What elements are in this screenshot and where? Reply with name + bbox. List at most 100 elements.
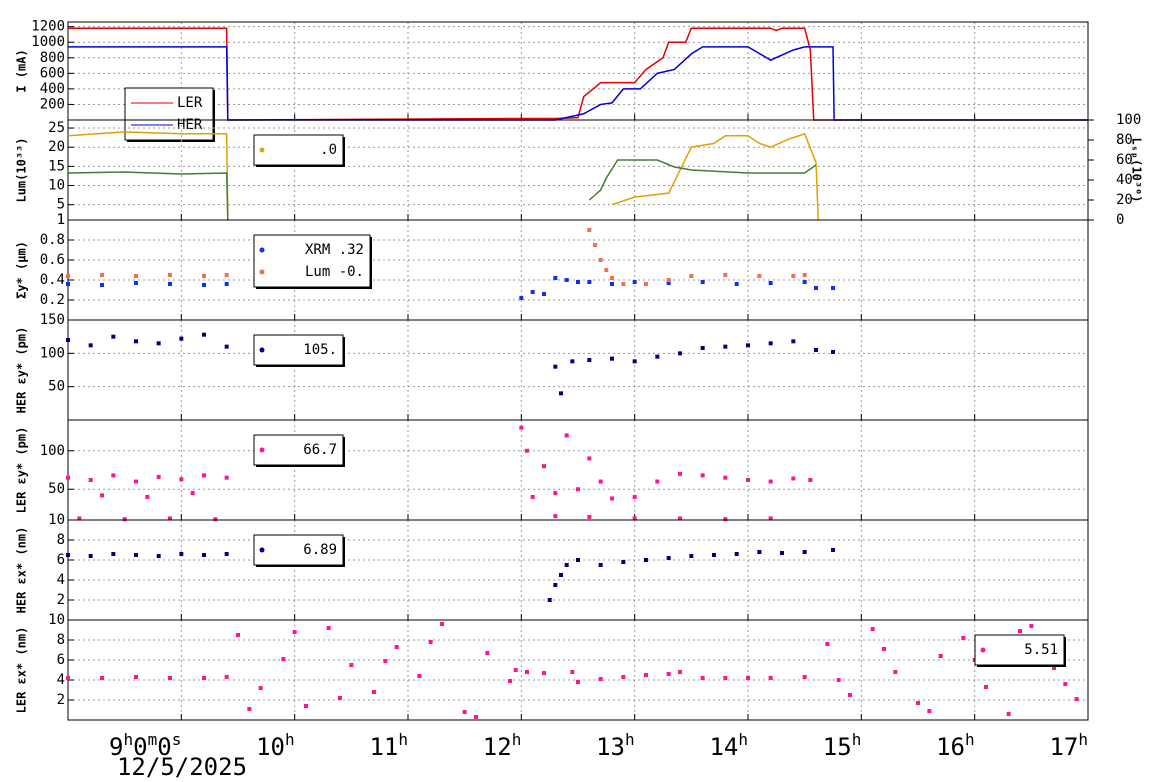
series-line [67, 159, 817, 221]
x-tick-label: 14h [709, 730, 748, 762]
data-point [224, 282, 229, 286]
data-point [134, 479, 138, 484]
data-point [66, 475, 70, 480]
data-point [156, 474, 161, 479]
legend-box [253, 334, 344, 366]
y-tick-label: 6 [57, 552, 65, 568]
data-point [848, 693, 852, 697]
data-point [576, 487, 580, 492]
x-tick-label: 11h [369, 730, 408, 762]
y2-tick-label: 80 [1116, 132, 1133, 148]
data-point [224, 344, 229, 349]
data-point [961, 636, 966, 640]
data-point [564, 278, 569, 282]
data-point [831, 286, 835, 290]
data-point [632, 280, 637, 284]
data-point [440, 622, 444, 626]
panel-frame [67, 319, 1089, 421]
panel-frame [67, 219, 1089, 321]
data-point [88, 478, 93, 482]
data-point [236, 633, 240, 637]
data-point [621, 282, 626, 286]
data-point [179, 477, 184, 482]
y2-tick-label: 0 [1116, 212, 1124, 228]
data-point [372, 690, 376, 694]
data-point [768, 516, 773, 521]
y-tick-label: 50 [48, 481, 65, 497]
legend-swatch [980, 647, 986, 653]
data-point [576, 280, 580, 284]
x-tick-label: 17h [1049, 730, 1088, 762]
y-tick-label: 5 [57, 197, 65, 213]
data-point [88, 343, 93, 348]
data-point [134, 675, 138, 679]
data-point [168, 516, 172, 521]
data-point [553, 491, 558, 496]
panel-frame [67, 619, 1089, 721]
data-point [66, 553, 70, 557]
data-point [462, 710, 467, 714]
y-tick-label: 1 [57, 212, 65, 228]
data-point [134, 553, 138, 557]
data-point [168, 676, 172, 680]
x-tick-label: 12h [483, 730, 522, 762]
x-tick-label: 10h [256, 730, 295, 762]
data-point [610, 356, 614, 361]
data-point [938, 654, 943, 658]
data-point [723, 273, 728, 277]
y-tick-label: 25 [48, 120, 65, 136]
data-point [723, 676, 728, 680]
data-point [644, 558, 648, 562]
data-point [1052, 666, 1056, 670]
data-point [417, 674, 422, 678]
data-point [564, 433, 569, 438]
data-point [553, 276, 558, 280]
legend-box [124, 87, 214, 141]
x-axis-label: 12/5/2025 [117, 753, 247, 781]
data-point [700, 676, 705, 680]
data-point [870, 627, 875, 631]
data-point [598, 677, 603, 681]
data-point [610, 282, 614, 286]
data-point [734, 282, 739, 286]
data-point [134, 281, 138, 285]
data-point [1018, 629, 1022, 633]
data-point [564, 563, 569, 567]
data-point [122, 517, 127, 522]
data-point [632, 494, 637, 499]
data-point [100, 493, 104, 498]
data-point [757, 274, 762, 278]
data-point [587, 228, 592, 232]
data-point [632, 359, 637, 364]
data-point [559, 573, 563, 577]
legend-swatch [259, 447, 265, 453]
data-point [224, 273, 229, 277]
data-point [111, 552, 116, 556]
y2-tick-label: 60 [1116, 152, 1133, 168]
data-point [666, 281, 671, 285]
data-point [202, 283, 206, 287]
y2-axis-label: Lₛₚ(10³⁰) [1130, 137, 1144, 202]
data-point [632, 516, 637, 521]
data-point [134, 274, 138, 278]
data-point [100, 283, 104, 287]
y-tick-label: 600 [40, 65, 65, 81]
y-axis-label: Lum(10³³) [15, 137, 29, 202]
legend-swatch [259, 147, 265, 153]
y-tick-label: 2 [57, 592, 65, 608]
data-point [610, 496, 614, 501]
data-point [712, 553, 716, 557]
data-point [485, 651, 490, 655]
y-tick-label: 10 [48, 612, 65, 628]
y-tick-label: 1 [57, 212, 65, 228]
data-point [644, 673, 648, 677]
data-point [202, 676, 206, 680]
data-point [224, 475, 229, 480]
y-tick-label: 150 [40, 312, 65, 328]
series-line [68, 46, 1088, 121]
panel-frame [67, 519, 1089, 621]
data-point [168, 282, 172, 286]
data-point [678, 516, 682, 521]
